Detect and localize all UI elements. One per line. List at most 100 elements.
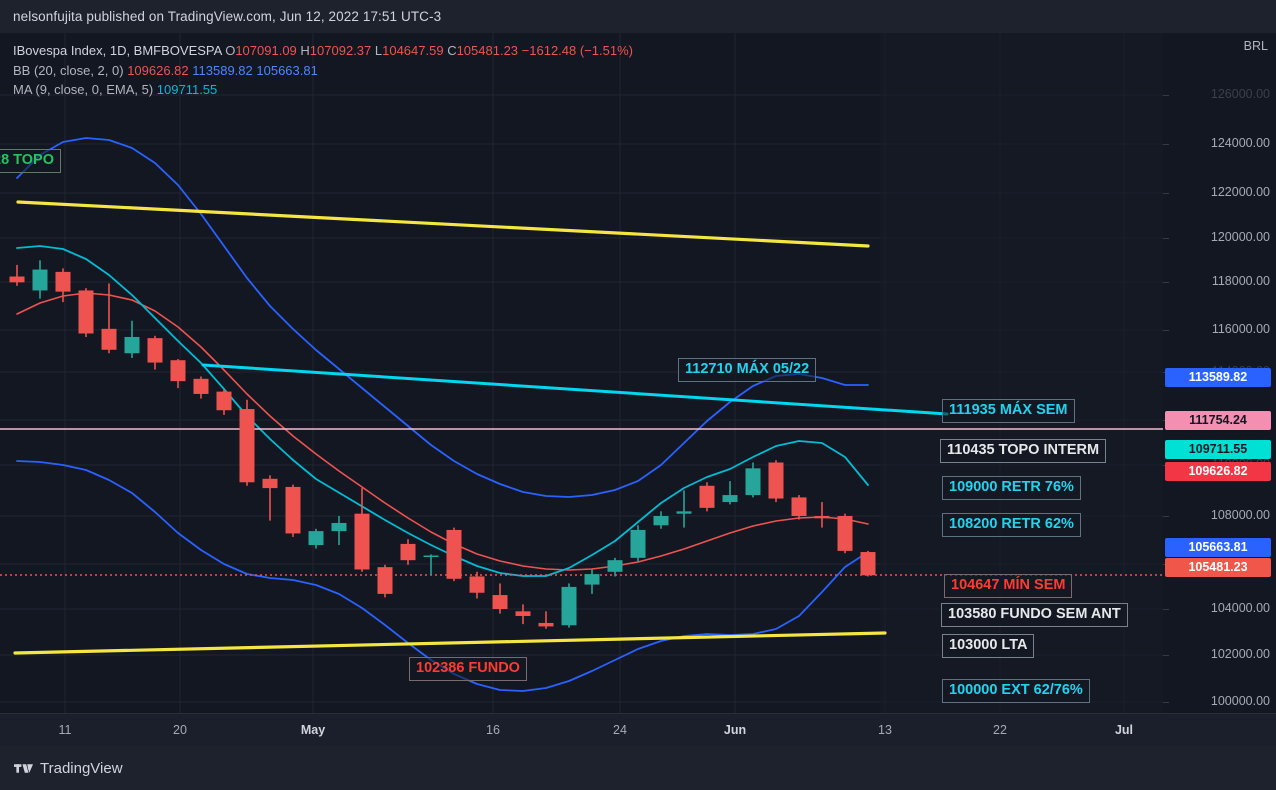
candle (354, 488, 370, 572)
candle (308, 528, 324, 549)
currency-label: BRL (1243, 39, 1268, 53)
legend-o-label: O (225, 43, 236, 58)
candle (837, 513, 853, 554)
candle (676, 490, 692, 528)
price-tick-dash (1163, 330, 1169, 331)
candle (285, 484, 301, 537)
price-tick-dash (1163, 516, 1169, 517)
candle (239, 399, 255, 486)
bb-basis-badge[interactable]: 109626.82 (1165, 462, 1271, 481)
price-axis[interactable]: BRL 126000.00 124000.00 122000.00 120000.00… (1163, 33, 1276, 713)
time-tick-label: 16 (486, 723, 500, 737)
time-tick-label: Jun (723, 723, 747, 737)
legend-l-label: L (374, 43, 383, 58)
candle (768, 460, 784, 503)
tradingview-wordmark: TradingView (40, 759, 123, 777)
price-tick-label: 116000.00 (1211, 322, 1270, 336)
candle (492, 583, 508, 614)
candle (55, 268, 71, 303)
candle (515, 604, 531, 625)
candle (377, 564, 393, 598)
candle (216, 389, 232, 415)
price-tick-label: 126000.00 (1210, 87, 1270, 101)
price-tick-label: 102000.00 (1210, 647, 1270, 661)
candle (722, 481, 738, 505)
legend-ma-row[interactable]: MA (9, close, 0, EMA, 5) 109711.55 (13, 80, 633, 100)
time-tick-label: May (300, 723, 326, 737)
candle (699, 482, 715, 512)
chart-legend: IBovespa Index, 1D, BMFBOVESPA O107091.0… (13, 41, 633, 100)
legend-l-value: 104647.59 (382, 43, 444, 58)
candle (78, 288, 94, 337)
price-tick-label: 118000.00 (1211, 274, 1270, 288)
price-tick-label: 120000.00 (1210, 230, 1270, 244)
anno-fundo[interactable]: 102386 FUNDO (409, 657, 527, 681)
anno-topo[interactable]: 28 TOPO (0, 149, 61, 173)
candle (584, 569, 600, 594)
publisher-text: nelsonfujita published on TradingView.co… (13, 9, 442, 24)
price-tick-dash (1163, 193, 1169, 194)
time-tick-label: 11 (58, 723, 72, 737)
candle (32, 260, 48, 299)
price-tick-label: 122000.00 (1210, 185, 1270, 199)
candle (860, 550, 876, 577)
legend-o-value: 107091.09 (235, 43, 297, 58)
tradingview-logo[interactable]: TradingView (14, 760, 123, 777)
legend-symbol: IBovespa Index, 1D, BMFBOVESPA (13, 43, 222, 58)
legend-h-label: H (300, 43, 310, 58)
price-tick-dash (1163, 144, 1169, 145)
legend-c-value: 105481.23 (456, 43, 519, 58)
candle (193, 376, 209, 399)
price-tick-label: 100000.00 (1210, 694, 1270, 708)
anno-ext-62-76[interactable]: 100000 EXT 62/76% (942, 679, 1090, 703)
candle (446, 527, 462, 582)
time-axis[interactable]: 11 20 May 16 24 Jun 13 22 Jul (0, 713, 1276, 747)
legend-bb-lower: 105663.81 (256, 62, 318, 78)
anno-min-sem[interactable]: 104647 MÍN SEM (944, 574, 1073, 598)
anno-retr-62[interactable]: 108200 RETR 62% (942, 513, 1081, 537)
candle (170, 359, 186, 389)
price-tick-dash (1163, 702, 1169, 703)
anno-max-0522[interactable]: 112710 MÁX 05/22 (678, 358, 817, 382)
tradingview-mark-icon (14, 763, 33, 773)
candle (653, 511, 669, 529)
price-tick-label: 124000.00 (1210, 136, 1270, 150)
price-tick-label: 104000.00 (1210, 601, 1270, 615)
pink-line-badge[interactable]: 111754.24 (1165, 411, 1271, 430)
candle (400, 539, 416, 565)
legend-bb-row[interactable]: BB (20, close, 2, 0) 109626.82 113589.82… (13, 61, 633, 81)
price-tick-dash (1163, 238, 1169, 239)
candle (607, 557, 623, 577)
anno-fundo-sem-ant[interactable]: 103580 FUNDO SEM ANT (941, 603, 1128, 627)
anno-lta[interactable]: 103000 LTA (942, 634, 1035, 658)
time-tick-label: 20 (173, 723, 187, 737)
candle (124, 320, 140, 358)
ema-badge[interactable]: 109711.55 (1165, 440, 1271, 459)
publisher-bar: nelsonfujita published on TradingView.co… (0, 0, 1276, 33)
candle (745, 462, 761, 498)
candle (262, 475, 278, 521)
legend-symbol-row[interactable]: IBovespa Index, 1D, BMFBOVESPA O107091.0… (13, 41, 633, 61)
chart-canvas (0, 33, 1163, 713)
price-tick-label: 108000.00 (1210, 508, 1270, 522)
legend-bb-title: BB (20, close, 2, 0) (13, 62, 124, 78)
anno-retr-76[interactable]: 109000 RETR 76% (942, 476, 1081, 500)
time-tick-label: 13 (878, 723, 892, 737)
last-price-badge[interactable]: 105481.23 (1165, 558, 1271, 577)
bb-lower-badge[interactable]: 105663.81 (1165, 538, 1271, 557)
bb-upper-badge[interactable]: 113589.82 (1165, 368, 1271, 387)
price-tick-dash (1163, 95, 1169, 96)
time-tick-label: Jul (1114, 723, 1134, 737)
legend-ma-title: MA (9, close, 0, EMA, 5) (13, 82, 154, 97)
chart-pane[interactable]: IBovespa Index, 1D, BMFBOVESPA O107091.0… (0, 33, 1163, 713)
price-tick-dash (1163, 282, 1169, 283)
time-tick-label: 24 (613, 723, 627, 737)
candle (538, 611, 554, 629)
candle (561, 583, 577, 628)
candle (469, 571, 485, 599)
anno-topo-interm[interactable]: 110435 TOPO INTERM (940, 439, 1107, 463)
legend-bb-basis: 109626.82 (127, 62, 189, 78)
candle (9, 264, 25, 286)
legend-bb-upper: 113589.82 (192, 62, 253, 78)
anno-max-sem[interactable]: 111935 MÁX SEM (942, 399, 1075, 423)
